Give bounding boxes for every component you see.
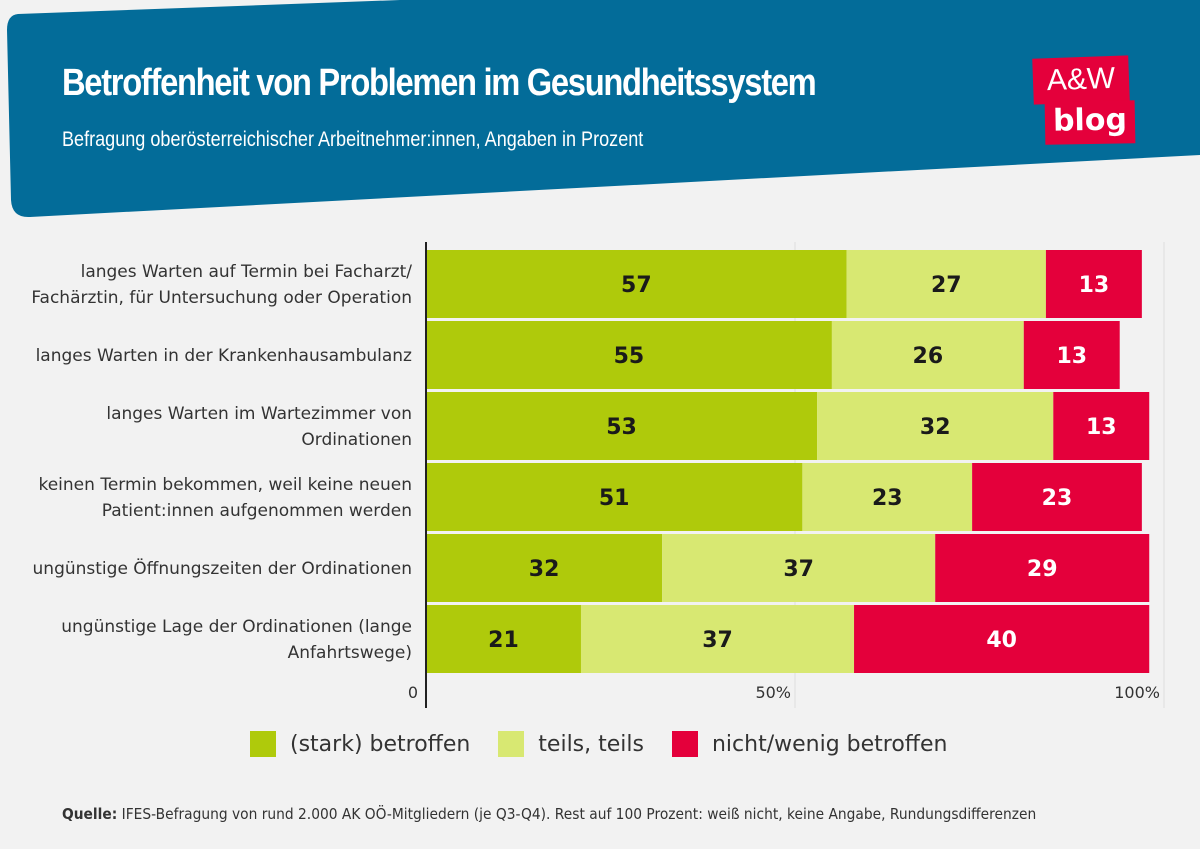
bar-segment [662, 534, 936, 602]
data-label: 55 [614, 344, 645, 369]
category-label: Fachärztin, für Untersuchung oder Operat… [31, 288, 412, 308]
data-label: 57 [621, 273, 652, 298]
source-note: Quelle: IFES-Befragung von rund 2.000 AK… [62, 805, 1036, 823]
data-label: 21 [488, 628, 519, 653]
legend-swatch [671, 731, 698, 757]
bar-segment [846, 250, 1046, 318]
category-label: ungünstige Öffnungszeiten der Ordination… [33, 557, 412, 579]
category-label: langes Warten auf Termin bei Facharzt/ [81, 262, 413, 282]
header-banner [7, 0, 1200, 218]
data-label: 23 [872, 486, 903, 511]
category-label: keinen Termin bekommen, weil keine neuen [38, 475, 412, 495]
legend-label: teils, teils [538, 731, 644, 757]
bar-segment [817, 392, 1054, 460]
bar-segment [972, 463, 1142, 531]
category-label: Patient:innen aufgenommen werden [102, 501, 412, 521]
legend-label: nicht/wenig betroffen [711, 731, 948, 757]
data-label: 23 [1042, 486, 1073, 511]
page-title: Betroffenheit von Problemen im Gesundhei… [62, 62, 817, 104]
bar-segment [426, 463, 803, 531]
data-label: 13 [1079, 273, 1110, 298]
bar-segment [831, 321, 1024, 389]
source-label: Quelle: [62, 805, 118, 823]
data-label: 37 [783, 557, 814, 582]
legend-swatch [498, 731, 525, 757]
bar-segment [854, 605, 1150, 673]
legend-item-nicht: nicht/wenig betroffen [671, 731, 948, 757]
bar-segment [426, 392, 818, 460]
source-text: IFES-Befragung von rund 2.000 AK OÖ-Mitg… [121, 805, 1037, 823]
legend: (stark) betroffen teils, teils nicht/wen… [250, 731, 975, 757]
x-tick-label: 100% [1114, 683, 1160, 702]
x-tick-label: 50% [755, 683, 791, 702]
data-label: 32 [529, 557, 560, 582]
data-label: 51 [599, 486, 630, 511]
data-label: 40 [986, 628, 1017, 653]
legend-item-teils: teils, teils [498, 731, 644, 757]
data-label: 27 [931, 273, 962, 298]
legend-label: (stark) betroffen [290, 731, 471, 757]
data-label: 13 [1056, 344, 1087, 369]
data-label: 13 [1086, 415, 1117, 440]
data-label: 26 [913, 344, 944, 369]
bar-segment [1023, 321, 1120, 389]
data-label: 32 [920, 415, 951, 440]
legend-item-stark: (stark) betroffen [250, 731, 470, 757]
category-label: ungünstige Lage der Ordinationen (lange [61, 617, 412, 637]
bar-segment [426, 321, 832, 389]
legend-swatch [250, 731, 276, 757]
category-label: langes Warten im Wartezimmer von [106, 404, 412, 424]
category-label: Ordinationen [301, 430, 412, 450]
data-label: 53 [606, 415, 637, 440]
data-label: 37 [702, 628, 733, 653]
bar-segment [426, 534, 663, 602]
page-subtitle: Befragung oberösterreichischer Arbeitneh… [62, 128, 644, 151]
bar-segment [1053, 392, 1150, 460]
x-tick-label: 0 [408, 683, 418, 702]
bar-segment [935, 534, 1150, 602]
bar-segment [580, 605, 855, 673]
bar-segment [426, 605, 581, 673]
data-label: 29 [1027, 557, 1058, 582]
bar-segment [426, 250, 847, 318]
bar-segment [1045, 250, 1142, 318]
category-label: Anfahrtswege) [288, 643, 412, 663]
category-label: langes Warten in der Krankenhausambulanz [36, 346, 412, 366]
bar-segment [802, 463, 973, 531]
